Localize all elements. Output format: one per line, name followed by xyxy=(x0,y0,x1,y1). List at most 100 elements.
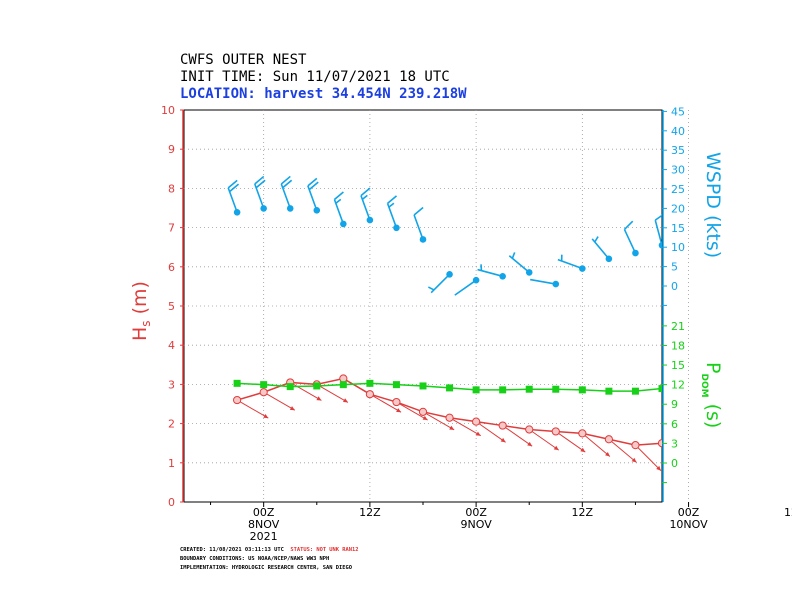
footer-boundary: BOUNDARY CONDITIONS: US NOAA/NCEP/NAWS W… xyxy=(180,556,330,562)
wspd-point xyxy=(419,236,427,243)
hs-point xyxy=(525,425,534,434)
hs-point xyxy=(551,427,560,436)
hs-point xyxy=(685,414,692,421)
wind-barb-staff xyxy=(530,278,556,285)
pdom-point xyxy=(313,382,321,390)
pdom-point xyxy=(658,385,662,393)
wind-barb-staff xyxy=(654,219,662,246)
wind-barb-full xyxy=(307,177,318,187)
hs-point xyxy=(738,418,745,425)
wave-arrow-head xyxy=(553,445,559,451)
wind-barb-full xyxy=(308,181,319,191)
wspd-axis-title: WSPD (kts) xyxy=(702,152,724,258)
wave-direction-arrow xyxy=(608,438,637,463)
wind-barb-staff xyxy=(477,268,503,278)
x-tick-date: 8NOV xyxy=(248,518,280,531)
hs-point xyxy=(365,390,374,399)
pdom-point xyxy=(605,387,613,395)
wind-barb-full xyxy=(255,179,266,189)
wspd-point xyxy=(393,224,400,232)
wind-barb-staff xyxy=(307,185,318,211)
wave-arrow-head xyxy=(316,396,322,401)
wspd-axis-tick-label: 10 xyxy=(671,241,685,254)
hs-point xyxy=(578,429,587,438)
hs-axis-tick-label: 1 xyxy=(168,457,175,470)
wspd-point xyxy=(605,255,613,263)
wspd-point xyxy=(286,205,294,212)
plot-frame xyxy=(183,109,663,503)
pdom-point xyxy=(738,399,745,406)
wave-direction-arrow xyxy=(289,382,322,401)
wind-barb-full xyxy=(387,195,398,204)
wind-barb-full xyxy=(654,214,662,221)
wspd-point xyxy=(340,220,347,228)
wspd-axis-tick-label: 20 xyxy=(671,202,685,215)
wave-direction-arrow xyxy=(528,429,559,451)
hs-axis-tick-label: 3 xyxy=(168,378,175,391)
wind-barb-half xyxy=(388,202,395,208)
wind-barb-full xyxy=(227,179,238,189)
wind-barb-staff xyxy=(591,238,610,260)
pdom-point xyxy=(260,381,268,389)
wspd-point xyxy=(366,216,374,224)
wind-barb-half xyxy=(770,263,774,268)
wind-barb-staff xyxy=(454,279,477,296)
x-tick-year: 2021 xyxy=(250,530,278,543)
wind-barb-staff xyxy=(386,203,398,229)
init-time: INIT TIME: Sun 11/07/2021 18 UTC xyxy=(180,69,450,85)
x-tick-label: 00Z xyxy=(465,506,487,519)
wind-barb-staff xyxy=(430,273,451,294)
wave-arrow-head xyxy=(289,406,295,411)
wave-direction-arrow xyxy=(236,399,269,419)
pdom-axis-tick-label: 6 xyxy=(671,418,678,431)
wspd-point xyxy=(712,271,719,278)
wspd-point xyxy=(472,276,480,284)
wave-arrow-head xyxy=(580,447,586,453)
wspd-axis-tick-label: 0 xyxy=(671,280,678,293)
wspd-point xyxy=(632,249,639,257)
wind-barb-full xyxy=(229,183,240,193)
x-tick-label: 12Z xyxy=(572,506,594,519)
pdom-point xyxy=(472,386,480,394)
hs-point xyxy=(259,388,268,397)
pdom-point xyxy=(419,382,427,390)
wspd-point xyxy=(313,207,321,214)
wspd-point xyxy=(446,271,453,278)
wind-barb-staff xyxy=(770,261,792,270)
wave-arrow-head xyxy=(263,413,269,419)
x-tick-label: 00Z xyxy=(678,506,700,519)
wave-direction-arrow xyxy=(396,401,428,421)
hs-axis-tick-label: 4 xyxy=(168,339,175,352)
hs-point xyxy=(233,395,242,405)
wspd-point xyxy=(658,241,662,249)
pdom-axis-tick-label: 21 xyxy=(671,320,685,333)
wspd-point xyxy=(738,277,745,284)
hs-point xyxy=(392,397,401,407)
wspd-point xyxy=(552,280,560,288)
wspd-axis-tick-label: 25 xyxy=(671,183,685,196)
wave-arrow-head xyxy=(527,441,533,447)
wind-barb-staff xyxy=(360,195,371,221)
wind-barb-half xyxy=(361,194,368,200)
footer-created-line: CREATED: 11/08/2021 03:11:13 UTC STATUS:… xyxy=(180,547,359,553)
hs-axis-tick-label: 8 xyxy=(168,182,175,195)
pdom-point xyxy=(286,383,294,391)
wind-barb-full xyxy=(254,175,265,185)
footer-created: CREATED: 11/08/2021 03:11:13 UTC xyxy=(180,547,284,553)
wind-barb-full xyxy=(623,220,634,231)
wave-direction-arrow xyxy=(768,428,792,440)
pdom-point xyxy=(339,381,347,389)
wind-barb-staff xyxy=(508,255,530,274)
pdom-axis-tick-label: 3 xyxy=(671,437,678,450)
hs-axis-tick-label: 0 xyxy=(168,496,175,509)
hs-point xyxy=(339,374,348,383)
wave-arrow-head xyxy=(342,398,348,403)
pdom-point xyxy=(446,384,454,392)
pdom-axis-tick-label: 0 xyxy=(671,457,678,470)
wspd-point xyxy=(499,273,506,280)
wind-barb-staff xyxy=(280,183,291,209)
wind-barb-staff xyxy=(557,258,583,270)
wave-arrow-head xyxy=(396,408,402,413)
wind-barb-staff xyxy=(254,183,265,209)
